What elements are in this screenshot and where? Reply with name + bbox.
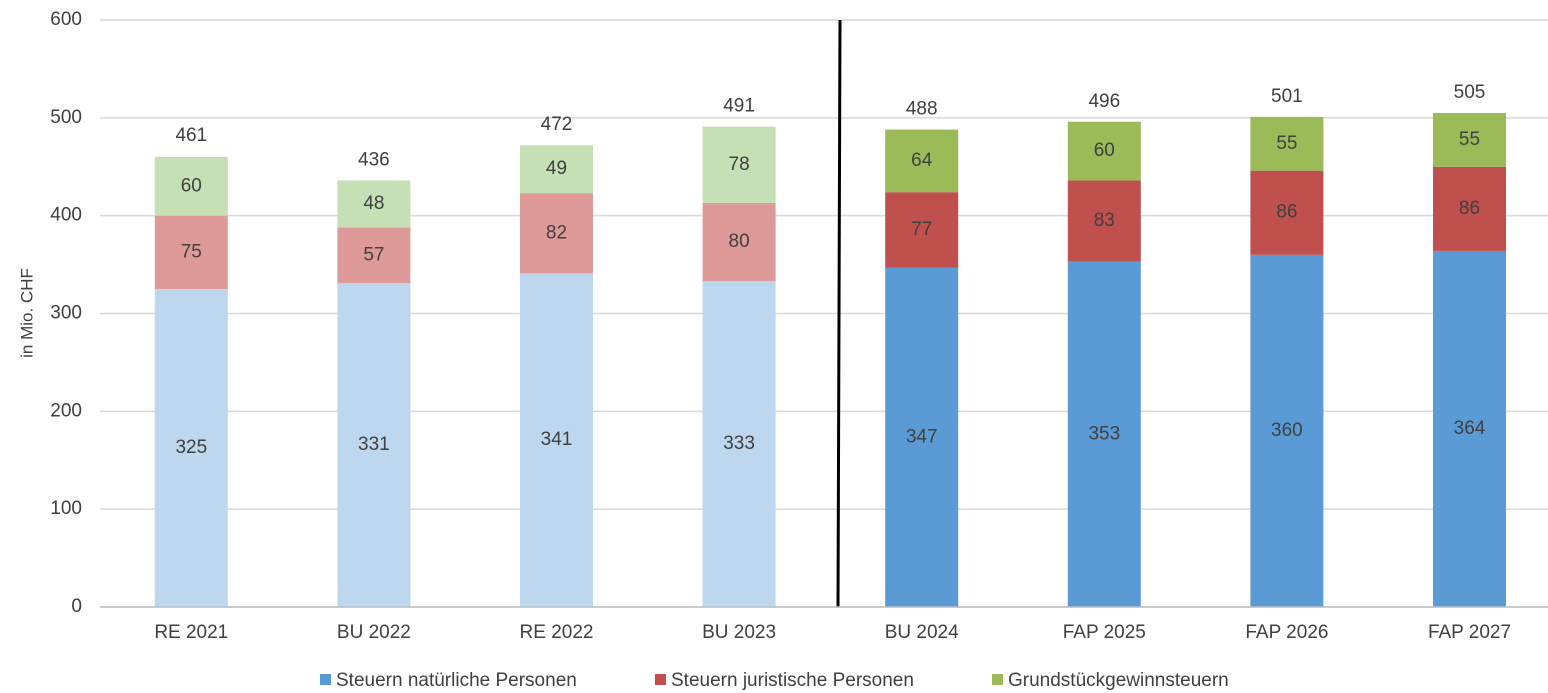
data-label: 347 (906, 426, 938, 447)
bar-segment (337, 227, 411, 284)
bar-segment (154, 215, 228, 290)
bar-segment (520, 193, 593, 274)
data-label: 360 (1271, 420, 1303, 441)
data-label: 86 (1459, 198, 1480, 219)
total-label: 436 (358, 149, 390, 170)
bar-segment (1067, 121, 1141, 181)
data-label: 333 (723, 433, 755, 454)
bar-segment (702, 202, 776, 282)
x-tick-label: BU 2022 (337, 622, 411, 643)
y-tick-label: 300 (50, 303, 82, 324)
bar-segment (154, 289, 228, 607)
y-tick-label: 0 (71, 596, 82, 617)
total-label: 488 (906, 99, 938, 120)
legend-swatch (655, 674, 666, 685)
data-label: 325 (175, 437, 207, 458)
bar-segment (520, 273, 593, 607)
bar-segment (337, 180, 411, 228)
data-label: 331 (358, 434, 390, 455)
data-label: 48 (363, 193, 384, 214)
legend-label: Steuern juristische Personen (671, 670, 914, 691)
data-label: 77 (911, 219, 932, 240)
data-label: 364 (1454, 418, 1486, 439)
bar-segment (702, 281, 776, 607)
total-label: 472 (541, 114, 573, 135)
bar-segment (885, 192, 959, 268)
bar-segment (1067, 180, 1141, 262)
bar-segment (885, 267, 959, 607)
y-axis-label: in Mio. CHF (17, 268, 36, 358)
data-label: 78 (729, 154, 750, 175)
legend-swatch (320, 674, 331, 685)
x-tick-label: RE 2021 (154, 622, 228, 643)
bar-segment (1433, 166, 1506, 251)
x-tick-label: BU 2023 (702, 622, 776, 643)
x-tick-label: FAP 2027 (1428, 622, 1511, 643)
bar-segment (337, 283, 411, 607)
data-label: 75 (181, 241, 202, 262)
y-tick-label: 200 (50, 400, 82, 421)
data-label: 55 (1459, 129, 1480, 150)
data-label: 341 (541, 429, 573, 450)
data-label: 80 (729, 231, 750, 252)
total-label: 501 (1271, 86, 1303, 107)
bar-segment (1250, 170, 1324, 255)
x-tick-label: FAP 2026 (1245, 622, 1328, 643)
total-label: 496 (1088, 91, 1120, 112)
divider (836, 19, 842, 608)
x-tick-label: FAP 2025 (1063, 622, 1146, 643)
bar-segment (1250, 116, 1324, 171)
data-label: 353 (1088, 423, 1120, 444)
legend-swatch (992, 674, 1003, 685)
bar-segment (520, 145, 593, 194)
x-tick-label: RE 2022 (520, 622, 594, 643)
bar-segment (1433, 112, 1506, 167)
bar-segment (885, 129, 959, 193)
data-label: 83 (1094, 210, 1115, 231)
data-label: 55 (1276, 133, 1297, 154)
x-tick-label: BU 2024 (885, 622, 959, 643)
y-tick-label: 500 (50, 107, 82, 128)
y-tick-label: 600 (50, 9, 82, 30)
data-label: 82 (546, 222, 567, 243)
bar-segment (1067, 261, 1141, 607)
y-tick-label: 400 (50, 205, 82, 226)
data-label: 49 (546, 158, 567, 179)
data-label: 86 (1276, 202, 1297, 223)
legend-label: Grundstückgewinnsteuern (1008, 670, 1229, 691)
bar-segment (1250, 254, 1324, 608)
bar-segment (154, 156, 228, 216)
bar-segment (702, 126, 776, 203)
data-label: 60 (181, 175, 202, 196)
total-label: 491 (723, 96, 755, 117)
total-label: 461 (175, 125, 207, 146)
data-label: 64 (911, 150, 933, 171)
legend-label: Steuern natürliche Personen (336, 670, 577, 691)
bar-segment (1433, 250, 1506, 608)
total-label: 505 (1454, 82, 1486, 103)
data-label: 60 (1094, 140, 1115, 161)
y-tick-label: 100 (50, 498, 82, 519)
data-label: 57 (363, 244, 384, 265)
